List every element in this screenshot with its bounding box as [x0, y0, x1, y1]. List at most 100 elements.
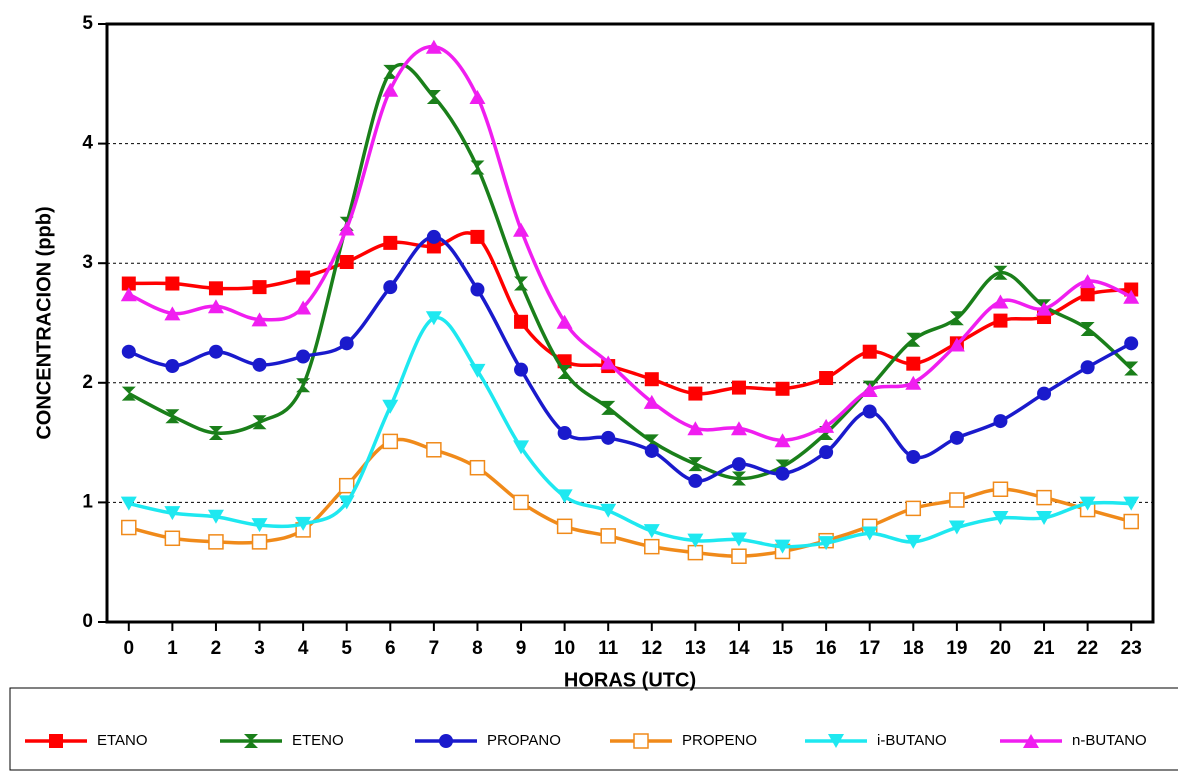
marker: [295, 300, 312, 315]
x-tick-label: 23: [1121, 638, 1142, 659]
marker: [556, 489, 573, 504]
marker: [208, 344, 223, 359]
marker: [514, 314, 529, 329]
marker: [557, 365, 572, 380]
marker: [819, 445, 834, 460]
marker: [992, 510, 1009, 525]
marker: [208, 534, 224, 550]
marker: [1036, 489, 1052, 506]
marker: [121, 519, 137, 536]
y-tick-label: 0: [82, 611, 93, 632]
x-tick-label: 8: [472, 638, 483, 659]
marker: [1080, 321, 1095, 336]
marker: [687, 421, 704, 436]
legend-text: i-BUTANO: [877, 732, 947, 749]
marker: [208, 281, 223, 296]
marker: [688, 386, 703, 401]
marker: [425, 39, 442, 54]
marker: [207, 509, 224, 524]
marker: [207, 299, 224, 314]
marker: [513, 494, 529, 511]
marker: [600, 355, 617, 370]
marker: [296, 349, 311, 364]
legend-text: ETANO: [97, 732, 148, 749]
marker: [383, 64, 398, 79]
marker: [775, 381, 790, 396]
marker: [426, 442, 442, 458]
marker: [165, 276, 180, 291]
marker: [949, 430, 964, 445]
marker: [774, 539, 791, 554]
marker: [252, 415, 267, 430]
x-tick-label: 17: [859, 638, 880, 659]
marker: [905, 500, 922, 517]
x-tick-label: 6: [385, 638, 396, 659]
marker: [252, 357, 267, 372]
marker: [731, 380, 746, 395]
y-tick-label: 1: [82, 491, 93, 512]
legend-text: PROPANO: [487, 732, 561, 749]
marker: [469, 363, 486, 378]
marker: [338, 495, 355, 510]
marker: [120, 496, 137, 511]
marker: [164, 506, 181, 521]
series-line: [128, 44, 1132, 442]
marker: [993, 414, 1008, 429]
x-tick-label: 10: [554, 638, 575, 659]
marker: [1036, 510, 1053, 525]
marker: [469, 89, 486, 104]
marker: [730, 532, 747, 547]
x-tick-label: 18: [903, 638, 924, 659]
marker: [513, 222, 530, 237]
marker: [948, 520, 965, 535]
legend-text: n-BUTANO: [1072, 732, 1147, 749]
marker: [470, 282, 485, 297]
marker: [906, 356, 921, 371]
marker: [731, 471, 746, 486]
x-tick-label: 1: [167, 638, 178, 659]
marker: [557, 426, 572, 441]
marker: [338, 221, 355, 236]
marker: [818, 536, 835, 551]
x-tick-label: 13: [685, 638, 706, 659]
marker: [1037, 386, 1052, 401]
marker: [600, 528, 616, 544]
x-tick-label: 15: [772, 638, 794, 659]
marker: [1036, 301, 1053, 316]
marker: [644, 443, 659, 458]
legend-item: n-BUTANO: [1000, 732, 1147, 749]
marker: [644, 434, 659, 449]
series-line: [128, 315, 1132, 549]
marker: [1124, 361, 1139, 376]
y-tick-label: 3: [82, 252, 93, 273]
marker: [382, 433, 399, 450]
marker: [514, 362, 529, 377]
marker: [905, 375, 922, 390]
marker: [644, 538, 660, 555]
marker: [1123, 289, 1140, 304]
series-line: [128, 235, 1133, 483]
marker: [121, 386, 136, 401]
marker: [426, 229, 441, 244]
marker: [244, 734, 258, 748]
marker: [251, 518, 268, 533]
marker: [862, 344, 877, 359]
marker: [818, 418, 835, 433]
marker: [439, 734, 453, 748]
marker: [601, 400, 616, 415]
x-tick-label: 19: [946, 638, 967, 659]
marker: [208, 426, 223, 441]
marker: [993, 313, 1008, 328]
marker: [993, 265, 1008, 280]
x-tick-label: 11: [598, 638, 619, 659]
marker: [687, 533, 704, 548]
x-tick-label: 22: [1077, 638, 1098, 659]
marker: [687, 544, 704, 561]
marker: [828, 734, 844, 748]
marker: [469, 459, 486, 476]
marker: [425, 311, 442, 326]
marker: [949, 492, 965, 508]
marker: [643, 524, 660, 539]
marker: [251, 534, 268, 550]
